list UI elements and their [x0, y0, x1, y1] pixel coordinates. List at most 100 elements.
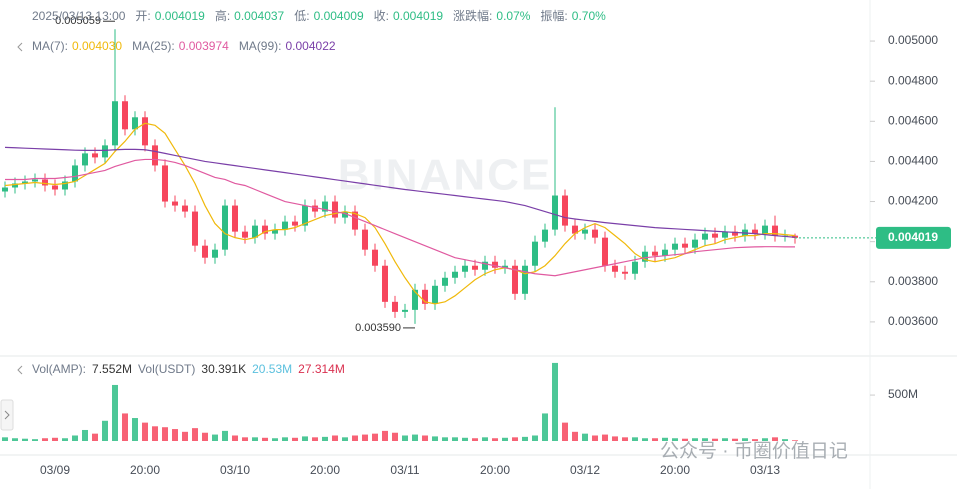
candle-body: [352, 211, 358, 230]
volume-bar: [452, 437, 458, 441]
volume-bar: [302, 436, 308, 441]
header-label: 高:: [215, 8, 230, 23]
volume-bar: [732, 438, 738, 441]
header-label: 开:: [135, 9, 150, 23]
volume-bar: [492, 438, 498, 441]
x-tick-label: 03/10: [220, 463, 250, 477]
volume-bar: [332, 435, 338, 441]
volume-bar: [522, 436, 528, 441]
volume-bar: [672, 438, 678, 441]
candle-body: [62, 181, 68, 190]
candle-body: [552, 195, 558, 230]
header-label: 收:: [374, 9, 389, 23]
volume-bar: [682, 438, 688, 441]
candle-body: [82, 153, 88, 166]
header-value: 0.004019: [155, 9, 205, 23]
candle-body: [512, 265, 518, 294]
volume-bar: [122, 413, 128, 441]
candle-body: [592, 229, 598, 238]
volume-bar: [692, 438, 698, 441]
candle-body: [662, 249, 668, 256]
candle-body: [12, 183, 18, 188]
footer-watermark: 公众号 · 币圈价值日记: [660, 440, 848, 462]
header-value: 0.004037: [234, 9, 284, 23]
volume-bar: [422, 435, 428, 441]
volume-bar: [402, 435, 408, 441]
low-label: 0.003590: [355, 322, 401, 334]
x-tick-label: 03/12: [570, 463, 600, 477]
candle-body: [642, 251, 648, 262]
volume-bar: [502, 437, 508, 441]
candle-body: [162, 165, 168, 202]
candle-body: [372, 249, 378, 266]
volume-bar: [362, 434, 368, 441]
x-tick-label: 20:00: [480, 463, 510, 477]
layers: BINANCE0.0036000.0038000.0040000.0042000…: [2, 8, 951, 477]
volume-bar: [272, 438, 278, 441]
volume-bar: [792, 440, 798, 441]
candle-body: [582, 229, 588, 234]
candle-body: [712, 233, 718, 238]
candle-body: [92, 153, 98, 158]
legend-value: 0.003974: [179, 39, 229, 53]
volume-bar: [432, 436, 438, 441]
candle-body: [442, 277, 448, 286]
volume-bar: [142, 422, 148, 441]
candle-body: [632, 261, 638, 274]
volume-bar: [152, 426, 158, 441]
last-price-label: 0.004019: [888, 230, 938, 244]
volume-bar: [612, 436, 618, 441]
y-tick-label: 0.004800: [888, 73, 938, 87]
candle-body: [402, 309, 408, 312]
volume-bar: [552, 362, 558, 441]
volume-bar: [52, 437, 58, 441]
candle-body: [502, 265, 508, 268]
legend-name: MA(99):: [239, 39, 282, 53]
volume-bar: [92, 433, 98, 441]
candle-body: [522, 265, 528, 294]
volume-legend-arrow: [17, 365, 23, 375]
candle-body: [342, 211, 348, 218]
x-tick-label: 20:00: [310, 463, 340, 477]
candle-body: [332, 201, 338, 218]
candle-body: [192, 211, 198, 246]
header-value: 0.004019: [393, 9, 443, 23]
legend-value: 0.004022: [286, 39, 336, 53]
volume-bar: [62, 438, 68, 441]
volume-bar: [652, 438, 658, 441]
candle-body: [102, 145, 108, 158]
header-value: 0.07%: [496, 9, 530, 23]
volume-bar: [72, 435, 78, 441]
candle-body: [42, 179, 48, 186]
candle-body: [612, 265, 618, 272]
volume-bar: [712, 438, 718, 441]
candle-body: [702, 233, 708, 240]
volume-bar: [542, 413, 548, 441]
volume-bar: [472, 438, 478, 441]
volume-bar: [562, 422, 568, 441]
volume-bar: [382, 430, 388, 441]
volume-bar: [102, 420, 108, 441]
volume-bar: [2, 437, 8, 441]
high-label: 0.005059: [55, 15, 101, 27]
candle-body: [542, 229, 548, 242]
volume-legend-item: 27.314M: [298, 362, 345, 376]
volume-legend-item: 30.391K: [201, 362, 246, 376]
candle-body: [302, 205, 308, 226]
collapse-button[interactable]: [0, 399, 14, 431]
candle-body: [362, 229, 368, 250]
candle-body: [72, 165, 78, 182]
candle-body: [152, 145, 158, 166]
candle-body: [32, 179, 38, 182]
candle-body: [532, 241, 538, 266]
ma-line: [4, 146, 796, 238]
volume-bar: [262, 437, 268, 441]
candle-body: [652, 251, 658, 256]
candle-body: [2, 187, 8, 192]
volume-bar: [592, 435, 598, 441]
candle-body: [232, 205, 238, 232]
volume-bar: [172, 429, 178, 441]
volume-bar: [82, 429, 88, 441]
candle-body: [462, 265, 468, 272]
